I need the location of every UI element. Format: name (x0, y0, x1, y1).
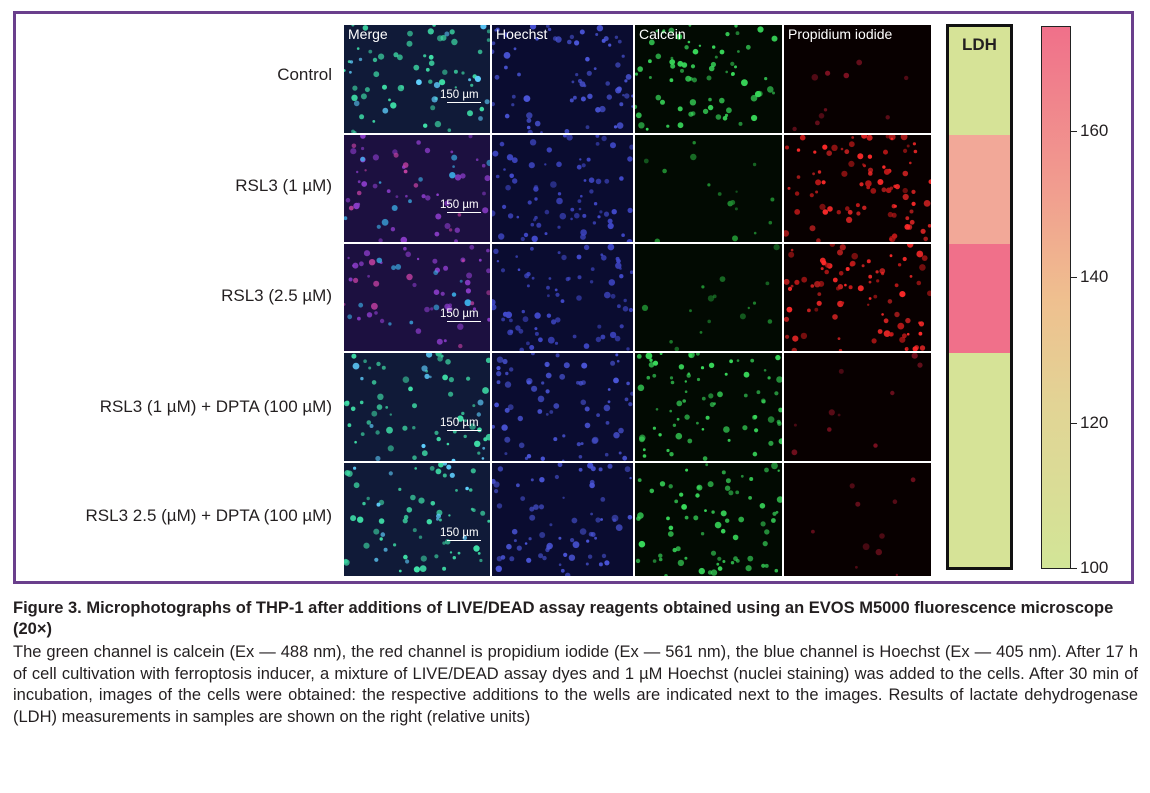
grid-divider (633, 25, 635, 576)
micrograph-merge-row-3: 150 µm (344, 244, 490, 351)
micrograph-calcein-row-4 (635, 353, 782, 461)
channel-label-calcein: Calcein (639, 26, 686, 42)
grid-divider (344, 133, 931, 135)
micrograph-pi-row-4 (784, 353, 931, 461)
cell-dots (344, 463, 490, 573)
figure-frame (13, 11, 1134, 584)
ldh-row-4 (949, 353, 1010, 461)
figure-caption: Figure 3. Microphotographs of THP-1 afte… (13, 598, 1138, 728)
colorbar-tick (1071, 423, 1077, 424)
ldh-row-1 (949, 27, 1010, 135)
cell-dots (492, 25, 633, 133)
row-label-rsl3-1: RSL3 (1 µM) (235, 176, 332, 195)
cell-dots (792, 59, 909, 132)
micrograph-merge-row-5: 150 µm (344, 463, 490, 576)
cell-dots (344, 25, 490, 133)
cell-dots (344, 135, 490, 242)
micrograph-hoechst-row-3 (492, 244, 633, 351)
cell-dots (492, 244, 633, 351)
micrograph-hoechst-row-2 (492, 135, 633, 242)
colorbar-tick (1071, 131, 1077, 132)
scale-bar-label: 150 µm (440, 89, 479, 101)
grid-divider (344, 351, 931, 353)
caption-body: The green channel is calcein (Ex — 488 n… (13, 643, 1138, 726)
colorbar-tick-label: 100 (1080, 558, 1109, 577)
colorbar-tick (1071, 568, 1077, 569)
scale-bar: 150 µm (440, 417, 481, 431)
colorbar-tick-label: 140 (1080, 267, 1109, 286)
micrograph-calcein-row-5 (635, 463, 782, 576)
micrograph-calcein-row-1: Calcein (635, 25, 782, 133)
ldh-title: LDH (962, 35, 997, 54)
colorbar-tick (1071, 277, 1077, 278)
micrograph-pi-row-2 (784, 135, 931, 242)
cell-dots (635, 463, 782, 576)
scale-bar: 150 µm (440, 89, 481, 103)
cell-dots (344, 244, 490, 349)
grid-divider (782, 25, 784, 576)
scale-bar: 150 µm (440, 527, 481, 541)
micrograph-grid: Merge 150 µm Hoechst Calcein Propidium iodid… (344, 25, 931, 576)
cell-dots (784, 135, 931, 242)
colorbar-tick-label: 160 (1080, 121, 1109, 140)
caption-title: Figure 3. Microphotographs of THP-1 afte… (13, 599, 1114, 638)
channel-label-pi: Propidium iodide (788, 26, 893, 42)
micrograph-calcein-row-2 (635, 135, 782, 242)
micrograph-hoechst-row-5 (492, 463, 633, 576)
cell-dots (636, 353, 782, 461)
cell-dots (492, 353, 633, 461)
micrograph-hoechst-row-1: Hoechst (492, 25, 633, 133)
row-label-rsl3-2-5: RSL3 (2.5 µM) (221, 286, 332, 305)
cell-dots (492, 463, 633, 576)
channel-label-hoechst: Hoechst (496, 26, 548, 42)
cell-dots (784, 244, 931, 351)
micrograph-calcein-row-3 (635, 244, 782, 351)
row-label-rsl3-1-dpta: RSL3 (1 µM) + DPTA (100 µM) (99, 397, 332, 416)
cell-dots (643, 141, 775, 242)
micrograph-pi-row-5 (784, 463, 931, 576)
micrograph-merge-row-1: Merge 150 µm (344, 25, 490, 133)
micrograph-hoechst-row-4 (492, 353, 633, 461)
ldh-row-5 (949, 461, 1010, 567)
scale-bar: 150 µm (440, 199, 481, 213)
grid-divider (490, 25, 492, 576)
grid-divider (344, 461, 931, 463)
cell-dots (811, 477, 916, 576)
grid-divider (344, 242, 931, 244)
micrograph-merge-row-2: 150 µm (344, 135, 490, 242)
micrograph-merge-row-4: 150 µm (344, 353, 490, 461)
cell-dots (344, 353, 490, 461)
micrograph-pi-row-3 (784, 244, 931, 351)
scale-bar-label: 150 µm (440, 417, 479, 429)
cell-dots (641, 244, 780, 351)
colorbar-tick-label: 120 (1080, 413, 1109, 432)
colorbar (1041, 26, 1071, 569)
scale-bar-label: 150 µm (440, 308, 479, 320)
cell-dots (791, 353, 923, 456)
ldh-bar: LDH (946, 24, 1013, 570)
ldh-row-3 (949, 244, 1010, 353)
cell-dots (492, 135, 633, 242)
scale-bar-label: 150 µm (440, 527, 479, 539)
micrograph-pi-row-1: Propidium iodide (784, 25, 931, 133)
channel-label-merge: Merge (348, 26, 388, 42)
scale-bar: 150 µm (440, 308, 481, 322)
ldh-row-2 (949, 135, 1010, 244)
scale-bar-label: 150 µm (440, 199, 479, 211)
row-label-rsl3-2-5-dpta: RSL3 2.5 (µM) + DPTA (100 µM) (85, 506, 332, 525)
row-label-control: Control (277, 65, 332, 84)
cell-dots (635, 25, 778, 131)
